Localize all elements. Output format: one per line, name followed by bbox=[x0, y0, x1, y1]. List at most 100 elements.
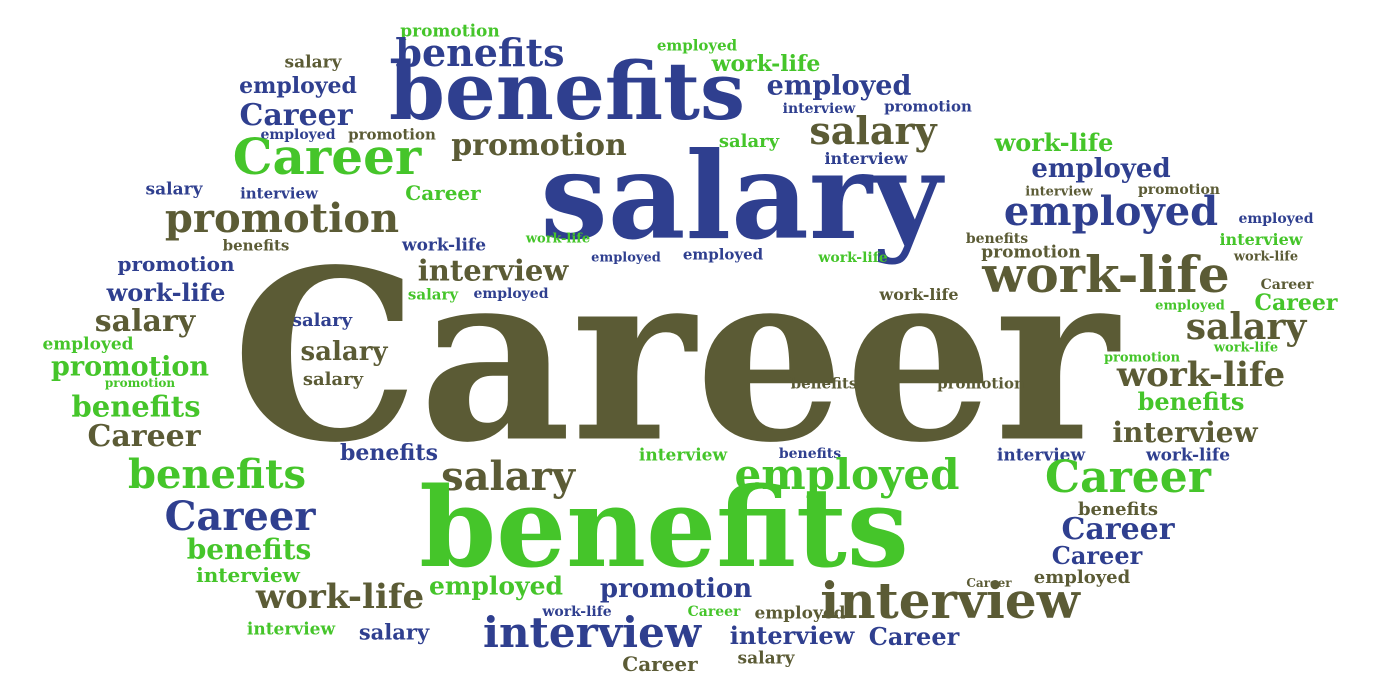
word-career: employed bbox=[429, 571, 563, 601]
word-salary: salary bbox=[94, 304, 196, 339]
word-benefits: Career bbox=[87, 419, 201, 454]
word-employed: employed bbox=[1238, 211, 1314, 227]
word-salary: salary bbox=[284, 52, 342, 73]
word-salary: salary bbox=[718, 131, 780, 152]
word-benefits-large: benefits bbox=[388, 44, 746, 138]
word-employed: employed bbox=[42, 334, 134, 355]
word-salary: salary bbox=[291, 310, 353, 331]
word-work-life: work-life bbox=[711, 51, 821, 77]
word-employed: employed bbox=[682, 245, 764, 264]
word-salary: interview bbox=[729, 621, 855, 650]
word-work-life: benefits bbox=[71, 389, 201, 424]
word-promotion: promotion bbox=[50, 351, 210, 383]
word-employed: employed bbox=[591, 250, 661, 266]
word-salary: salary bbox=[809, 108, 937, 153]
word-benefits: interview bbox=[996, 445, 1086, 466]
word-employed: employed bbox=[1033, 567, 1131, 588]
word-salary: salary bbox=[302, 369, 364, 390]
word-benefits: benefits bbox=[395, 30, 565, 75]
word-salary: Career bbox=[1045, 452, 1211, 503]
word-employed: employed bbox=[766, 70, 912, 102]
word-benefits: benefits bbox=[1077, 499, 1159, 520]
word-interview: Career bbox=[868, 622, 960, 651]
word-salary: salary bbox=[300, 337, 388, 367]
word-work-life: work-life bbox=[106, 278, 226, 307]
word-career: Career bbox=[1260, 277, 1314, 293]
word-promotion: promotion bbox=[117, 252, 235, 276]
word-employed: employed bbox=[656, 36, 738, 55]
word-career: interview bbox=[820, 571, 1080, 630]
word-work-life: work-life bbox=[525, 231, 591, 247]
word-career: interview bbox=[246, 619, 336, 640]
word-interview: promotion bbox=[599, 574, 753, 604]
word-interview: interview bbox=[1219, 230, 1303, 249]
word-work-life: work-life bbox=[879, 285, 959, 304]
word-interview: interview bbox=[240, 184, 318, 203]
word-career: salary bbox=[737, 648, 795, 669]
word-salary: salary bbox=[145, 179, 203, 200]
word-benefits: interview bbox=[1112, 416, 1258, 449]
word-benefits: interview bbox=[638, 445, 728, 466]
word-employed-large: benefits bbox=[419, 463, 909, 592]
word-employed: employed bbox=[1155, 298, 1225, 314]
word-interview: interview bbox=[824, 149, 908, 168]
word-work-life: salary bbox=[441, 453, 575, 500]
word-work-life: work-life bbox=[1233, 249, 1299, 265]
word-work-life: work-life bbox=[994, 128, 1114, 157]
word-work-life: work-life bbox=[818, 250, 888, 266]
word-employed: employed bbox=[1003, 188, 1219, 235]
word-work-life: work-life bbox=[542, 604, 612, 620]
word-work-life: work-life bbox=[982, 245, 1230, 304]
word-employed: employed bbox=[260, 127, 336, 143]
word-interview: benefits bbox=[127, 451, 307, 498]
word-benefits: promotion bbox=[937, 374, 1025, 393]
word-career: Career bbox=[1051, 541, 1143, 570]
word-work-life: employed bbox=[754, 603, 846, 624]
word-benefits: employed bbox=[734, 450, 960, 499]
word-promotion: promotion bbox=[981, 242, 1081, 263]
word-interview: interview bbox=[417, 253, 569, 288]
word-benefits: benefits bbox=[965, 231, 1029, 247]
word-career: benefits bbox=[340, 440, 438, 466]
word-employed: employed bbox=[473, 286, 549, 302]
word-promotion: promotion bbox=[451, 128, 627, 163]
word-salary-large: salary bbox=[540, 126, 942, 267]
word-career: benefits bbox=[790, 374, 858, 393]
word-promotion: promotion bbox=[164, 195, 400, 242]
word-interview: benefits bbox=[778, 446, 842, 462]
word-career: Career bbox=[1061, 512, 1175, 547]
word-career-large: Career bbox=[232, 218, 1118, 495]
word-interview: interview bbox=[782, 101, 856, 117]
word-salary: salary bbox=[1185, 306, 1307, 348]
word-interview: Career bbox=[622, 652, 698, 676]
word-benefits: benefits bbox=[222, 236, 290, 255]
word-career: Career bbox=[1254, 290, 1338, 316]
word-interview: work-life bbox=[1145, 445, 1231, 466]
word-promotion: benefits bbox=[1137, 387, 1245, 416]
word-career: Career bbox=[239, 98, 353, 133]
word-work-life: work-life bbox=[1116, 355, 1286, 395]
word-promotion: promotion bbox=[1138, 182, 1220, 198]
word-employed: employed bbox=[239, 73, 357, 99]
word-career: Career bbox=[405, 181, 481, 205]
word-employed: employed bbox=[1031, 154, 1171, 184]
word-interview: Career bbox=[687, 604, 741, 620]
word-promotion: promotion bbox=[884, 97, 972, 116]
word-promotion: promotion bbox=[1103, 350, 1181, 366]
word-salary: salary bbox=[407, 285, 459, 304]
word-employed: salary bbox=[358, 619, 430, 645]
word-work-life: work-life bbox=[1213, 340, 1279, 356]
word-promotion: promotion bbox=[348, 125, 436, 144]
word-benefits: benefits bbox=[186, 533, 312, 566]
word-interview: interview bbox=[483, 608, 701, 657]
word-benefits: interview bbox=[196, 563, 300, 587]
word-work-life: work-life bbox=[401, 235, 487, 256]
word-promotion: promotion bbox=[104, 376, 176, 390]
word-career: Career bbox=[232, 127, 422, 186]
word-career: Career bbox=[164, 493, 316, 540]
word-promotion: promotion bbox=[400, 21, 500, 42]
word-promotion: Career bbox=[966, 576, 1012, 590]
word-interview: interview bbox=[1025, 184, 1093, 200]
word-employed: work-life bbox=[255, 577, 425, 617]
